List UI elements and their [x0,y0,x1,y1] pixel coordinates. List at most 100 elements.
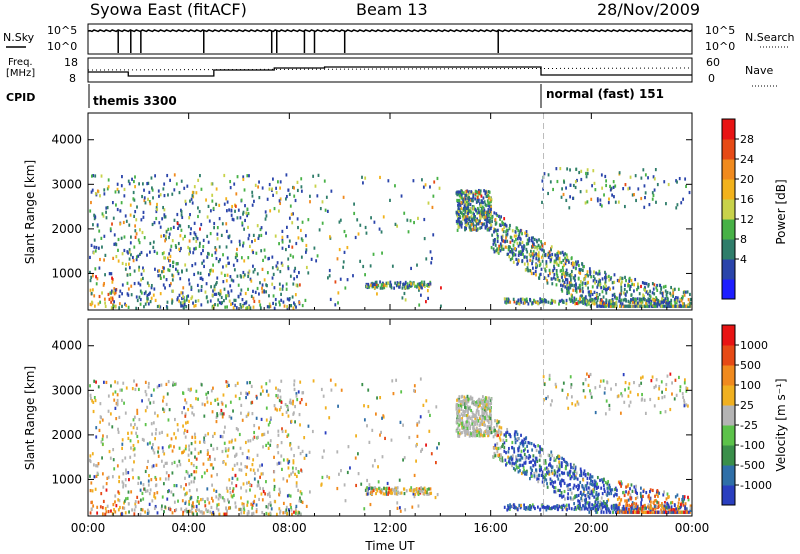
range-cell [464,207,467,211]
range-cell [89,288,92,292]
range-cell [553,473,556,477]
range-cell [473,400,475,404]
range-cell [640,498,643,502]
range-cell [678,176,681,181]
range-cell [427,201,430,205]
range-cell [193,221,196,225]
range-cell [218,217,221,221]
range-cell [461,426,464,431]
range-cell [202,248,204,253]
range-cell [162,283,165,287]
range-cell [293,383,296,387]
range-cell [167,379,170,384]
range-cell [206,215,209,219]
range-cell [643,297,646,302]
range-cell [381,286,384,290]
range-cell [240,496,242,500]
range-cell [148,190,151,195]
range-cell [413,473,416,478]
range-cell [515,238,517,242]
range-cell [556,276,559,280]
range-cell [499,242,502,246]
range-cell [643,281,646,286]
range-cell [610,301,612,305]
range-cell [487,403,489,408]
range-cell [218,512,221,516]
range-cell [248,174,250,178]
range-cell [671,500,674,505]
range-cell [139,498,142,502]
range-cell [575,301,578,305]
range-cell [104,304,107,309]
range-cell [234,383,237,388]
range-cell [486,414,489,418]
range-cell [537,251,540,255]
range-cell [659,283,662,288]
range-cell [278,199,281,203]
range-cell [91,274,94,278]
range-cell [566,167,569,171]
range-cell [604,501,606,506]
range-cell [517,470,520,474]
range-cell [146,293,149,298]
range-cell [202,259,205,263]
range-cell [123,501,125,505]
range-cell [242,275,245,279]
range-cell [499,432,502,436]
range-cell [338,472,340,476]
range-cell [605,179,608,183]
range-cell [243,508,246,512]
range-cell [581,297,584,302]
range-cell [299,423,301,427]
range-cell [236,216,239,220]
range-cell [184,501,187,506]
range-cell [467,409,469,413]
range-cell [458,201,460,205]
range-cell [279,180,282,184]
range-cell [585,171,587,176]
range-cell [219,291,222,295]
range-cell [280,454,283,458]
range-cell [666,296,669,301]
range-cell [549,458,552,462]
range-cell [128,257,131,261]
range-cell [273,306,276,310]
range-cell [505,228,508,232]
range-cell [575,471,578,475]
range-cell [377,283,380,288]
range-cell [477,222,480,226]
range-cell [216,303,219,307]
range-cell [164,215,167,219]
range-cell [567,258,570,263]
range-cell [477,208,480,212]
nsearch-right-label: N.Search [745,31,795,44]
range-cell [363,404,365,408]
range-cell [509,250,511,254]
range-cell [112,458,115,462]
range-cell [521,248,524,252]
range-cell [110,509,112,513]
range-cell [128,248,131,252]
range-cell [316,194,319,198]
range-cell [293,269,296,273]
range-cell [397,283,400,288]
range-cell [229,179,232,184]
range-cell [369,486,372,490]
range-cell [476,406,479,410]
range-cell [189,497,192,501]
range-cell [264,492,267,496]
range-cell [469,202,472,207]
range-cell [465,206,468,211]
nsky-right-tick-top: 10^5 [705,24,735,37]
range-cell [292,399,294,403]
range-cell [163,208,166,212]
range-cell [292,402,294,406]
range-cell [478,431,480,435]
range-cell [478,210,480,215]
range-cell [301,303,304,308]
range-cell [163,464,165,468]
range-cell [159,305,162,309]
range-cell [266,493,269,497]
range-cell [429,413,431,418]
range-cell [640,176,643,180]
